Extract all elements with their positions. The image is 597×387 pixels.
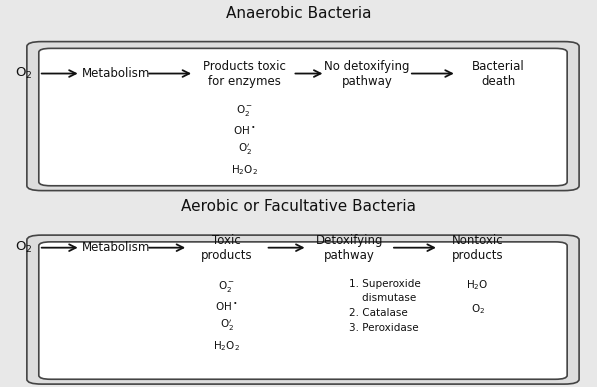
Text: 1. Superoxide
    dismutase
2. Catalase
3. Peroxidase: 1. Superoxide dismutase 2. Catalase 3. P… xyxy=(349,279,421,333)
Text: Nontoxic
products: Nontoxic products xyxy=(452,234,503,262)
Text: O$_2^-$
OH$^\bullet$
O$_2^{\prime}$
H$_2$O$_2$: O$_2^-$ OH$^\bullet$ O$_2^{\prime}$ H$_2… xyxy=(231,103,259,177)
Text: Anaerobic Bacteria: Anaerobic Bacteria xyxy=(226,6,371,21)
Text: Toxic
products: Toxic products xyxy=(201,234,253,262)
Text: No detoxifying
pathway: No detoxifying pathway xyxy=(324,60,410,87)
FancyBboxPatch shape xyxy=(27,235,579,384)
Text: O$_2$: O$_2$ xyxy=(15,240,32,255)
FancyBboxPatch shape xyxy=(27,41,579,190)
Text: Detoxifying
pathway: Detoxifying pathway xyxy=(315,234,383,262)
Text: O$_2$: O$_2$ xyxy=(15,66,32,81)
Text: Bacterial
death: Bacterial death xyxy=(472,60,525,87)
Text: Products toxic
for enzymes: Products toxic for enzymes xyxy=(204,60,286,87)
Text: Metabolism: Metabolism xyxy=(82,241,150,254)
FancyBboxPatch shape xyxy=(39,242,567,379)
FancyBboxPatch shape xyxy=(39,48,567,186)
Text: H$_2$O
O$_2$: H$_2$O O$_2$ xyxy=(466,279,489,316)
Text: O$_2^-$
OH$^\bullet$
O$_2^{\prime}$
H$_2$O$_2$: O$_2^-$ OH$^\bullet$ O$_2^{\prime}$ H$_2… xyxy=(213,279,241,353)
Text: Metabolism: Metabolism xyxy=(82,67,150,80)
Text: Aerobic or Facultative Bacteria: Aerobic or Facultative Bacteria xyxy=(181,199,416,214)
